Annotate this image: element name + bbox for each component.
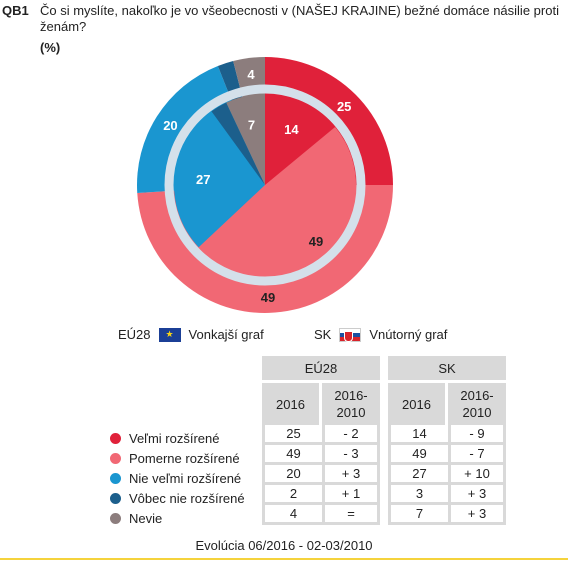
legend-inner-region: SK: [314, 327, 332, 342]
sk-change-notvery: + 10: [448, 465, 506, 485]
category-notvery: Nie veľmi rozšírené: [110, 468, 245, 488]
category-fairly: Pomerne rozšírené: [110, 448, 245, 468]
table-row: 20 + 3 27 + 10: [262, 465, 506, 485]
eu-change-notatall: + 1: [322, 485, 380, 505]
sk-change-dk: + 3: [448, 505, 506, 525]
eu-change-very: - 2: [322, 425, 380, 445]
header-eu: EÚ28: [262, 356, 380, 380]
eu-value-notatall: 2: [262, 485, 322, 505]
header-sk-year: 2016: [388, 380, 448, 425]
inner-label-notvery: 27: [196, 172, 210, 187]
inner-label-dk: 7: [248, 117, 255, 132]
category-label-notatall: Vôbec nie rozšírené: [129, 490, 245, 506]
sk-value-very: 14: [388, 425, 448, 445]
inner-label-fairly: 49: [309, 234, 323, 249]
inner-label-very: 14: [284, 122, 299, 137]
inner-slice-very: [265, 94, 336, 185]
table-row: 2 + 1 3 + 3: [262, 485, 506, 505]
category-dot-fairly: [110, 452, 121, 464]
inner-slice-dk: [226, 94, 265, 185]
eu-change-fairly: - 3: [322, 445, 380, 465]
inner-slice-fairly: [198, 126, 357, 277]
data-table: EÚ28 SK 2016 2016- 2010 2016 2016- 2010 …: [262, 356, 506, 525]
evolution-footer: Evolúcia 06/2016 - 02-03/2010: [195, 538, 373, 553]
inner-slice-notatall: [211, 102, 265, 185]
sk-change-fairly: - 7: [448, 445, 506, 465]
legend-outer-region: EÚ28: [118, 327, 151, 342]
outer-label-notvery: 20: [163, 118, 177, 133]
table-row: 25- 2 14- 9: [262, 425, 506, 445]
category-notatall: Vôbec nie rozšírené: [110, 488, 245, 508]
header-eu-change: 2016- 2010: [322, 380, 380, 425]
unit-label: (%): [40, 40, 61, 55]
table-row: 49- 3 49- 7: [262, 445, 506, 465]
table-row: 4 = 7 + 3: [262, 505, 506, 525]
eu-flag-icon: [158, 327, 181, 342]
question-code: QB1: [2, 3, 29, 18]
slice-labels: 25 49 20 4 14 49 27 7: [163, 67, 351, 305]
eu-change-dk: =: [322, 505, 380, 525]
question-text: Čo si myslíte, nakoľko je vo všeobecnost…: [40, 3, 559, 34]
category-dot-notvery: [110, 472, 121, 484]
legend-inner: SK Vnútorný graf: [314, 327, 447, 342]
outer-label-dk: 4: [247, 67, 255, 82]
legend-outer-label: Vonkajší graf: [188, 327, 264, 342]
bottom-rule: [0, 558, 568, 560]
category-label-notvery: Nie veľmi rozšírené: [129, 470, 242, 486]
eu-value-fairly: 49: [262, 445, 322, 465]
category-label-fairly: Pomerne rozšírené: [129, 450, 240, 466]
sk-change-notatall: + 3: [448, 485, 506, 505]
category-list: Veľmi rozšírené Pomerne rozšírené Nie veľm…: [110, 428, 245, 528]
eu-value-very: 25: [262, 425, 322, 445]
category-label-very: Veľmi rozšírené: [129, 430, 220, 446]
sk-value-notatall: 3: [388, 485, 448, 505]
sk-value-notvery: 27: [388, 465, 448, 485]
inner-slice-notvery: [173, 111, 265, 248]
header-eu-year: 2016: [262, 380, 322, 425]
category-label-dk: Nevie: [129, 510, 163, 526]
category-dot-dk: [110, 512, 121, 524]
sk-value-dk: 7: [388, 505, 448, 525]
header-sk-change: 2016- 2010: [448, 380, 506, 425]
eu-value-dk: 4: [262, 505, 322, 525]
sk-change-very: - 9: [448, 425, 506, 445]
sk-value-fairly: 49: [388, 445, 448, 465]
category-dot-very: [110, 432, 121, 444]
legend-outer: EÚ28 Vonkajší graf: [118, 327, 264, 342]
outer-label-very: 25: [337, 99, 351, 114]
sk-flag-icon: [339, 327, 362, 342]
header-sk: SK: [388, 356, 506, 380]
category-dk: Nevie: [110, 508, 245, 528]
separator-ring: [164, 84, 366, 286]
eu-value-notvery: 20: [262, 465, 322, 485]
legend-inner-label: Vnútorný graf: [369, 327, 448, 342]
outer-label-fairly: 49: [261, 290, 275, 305]
category-very: Veľmi rozšírené: [110, 428, 245, 448]
category-dot-notatall: [110, 492, 121, 504]
eu-change-notvery: + 3: [322, 465, 380, 485]
inner-pie: [173, 94, 357, 277]
donut-chart: 25 49 20 4 14 49 27 7: [137, 57, 393, 313]
